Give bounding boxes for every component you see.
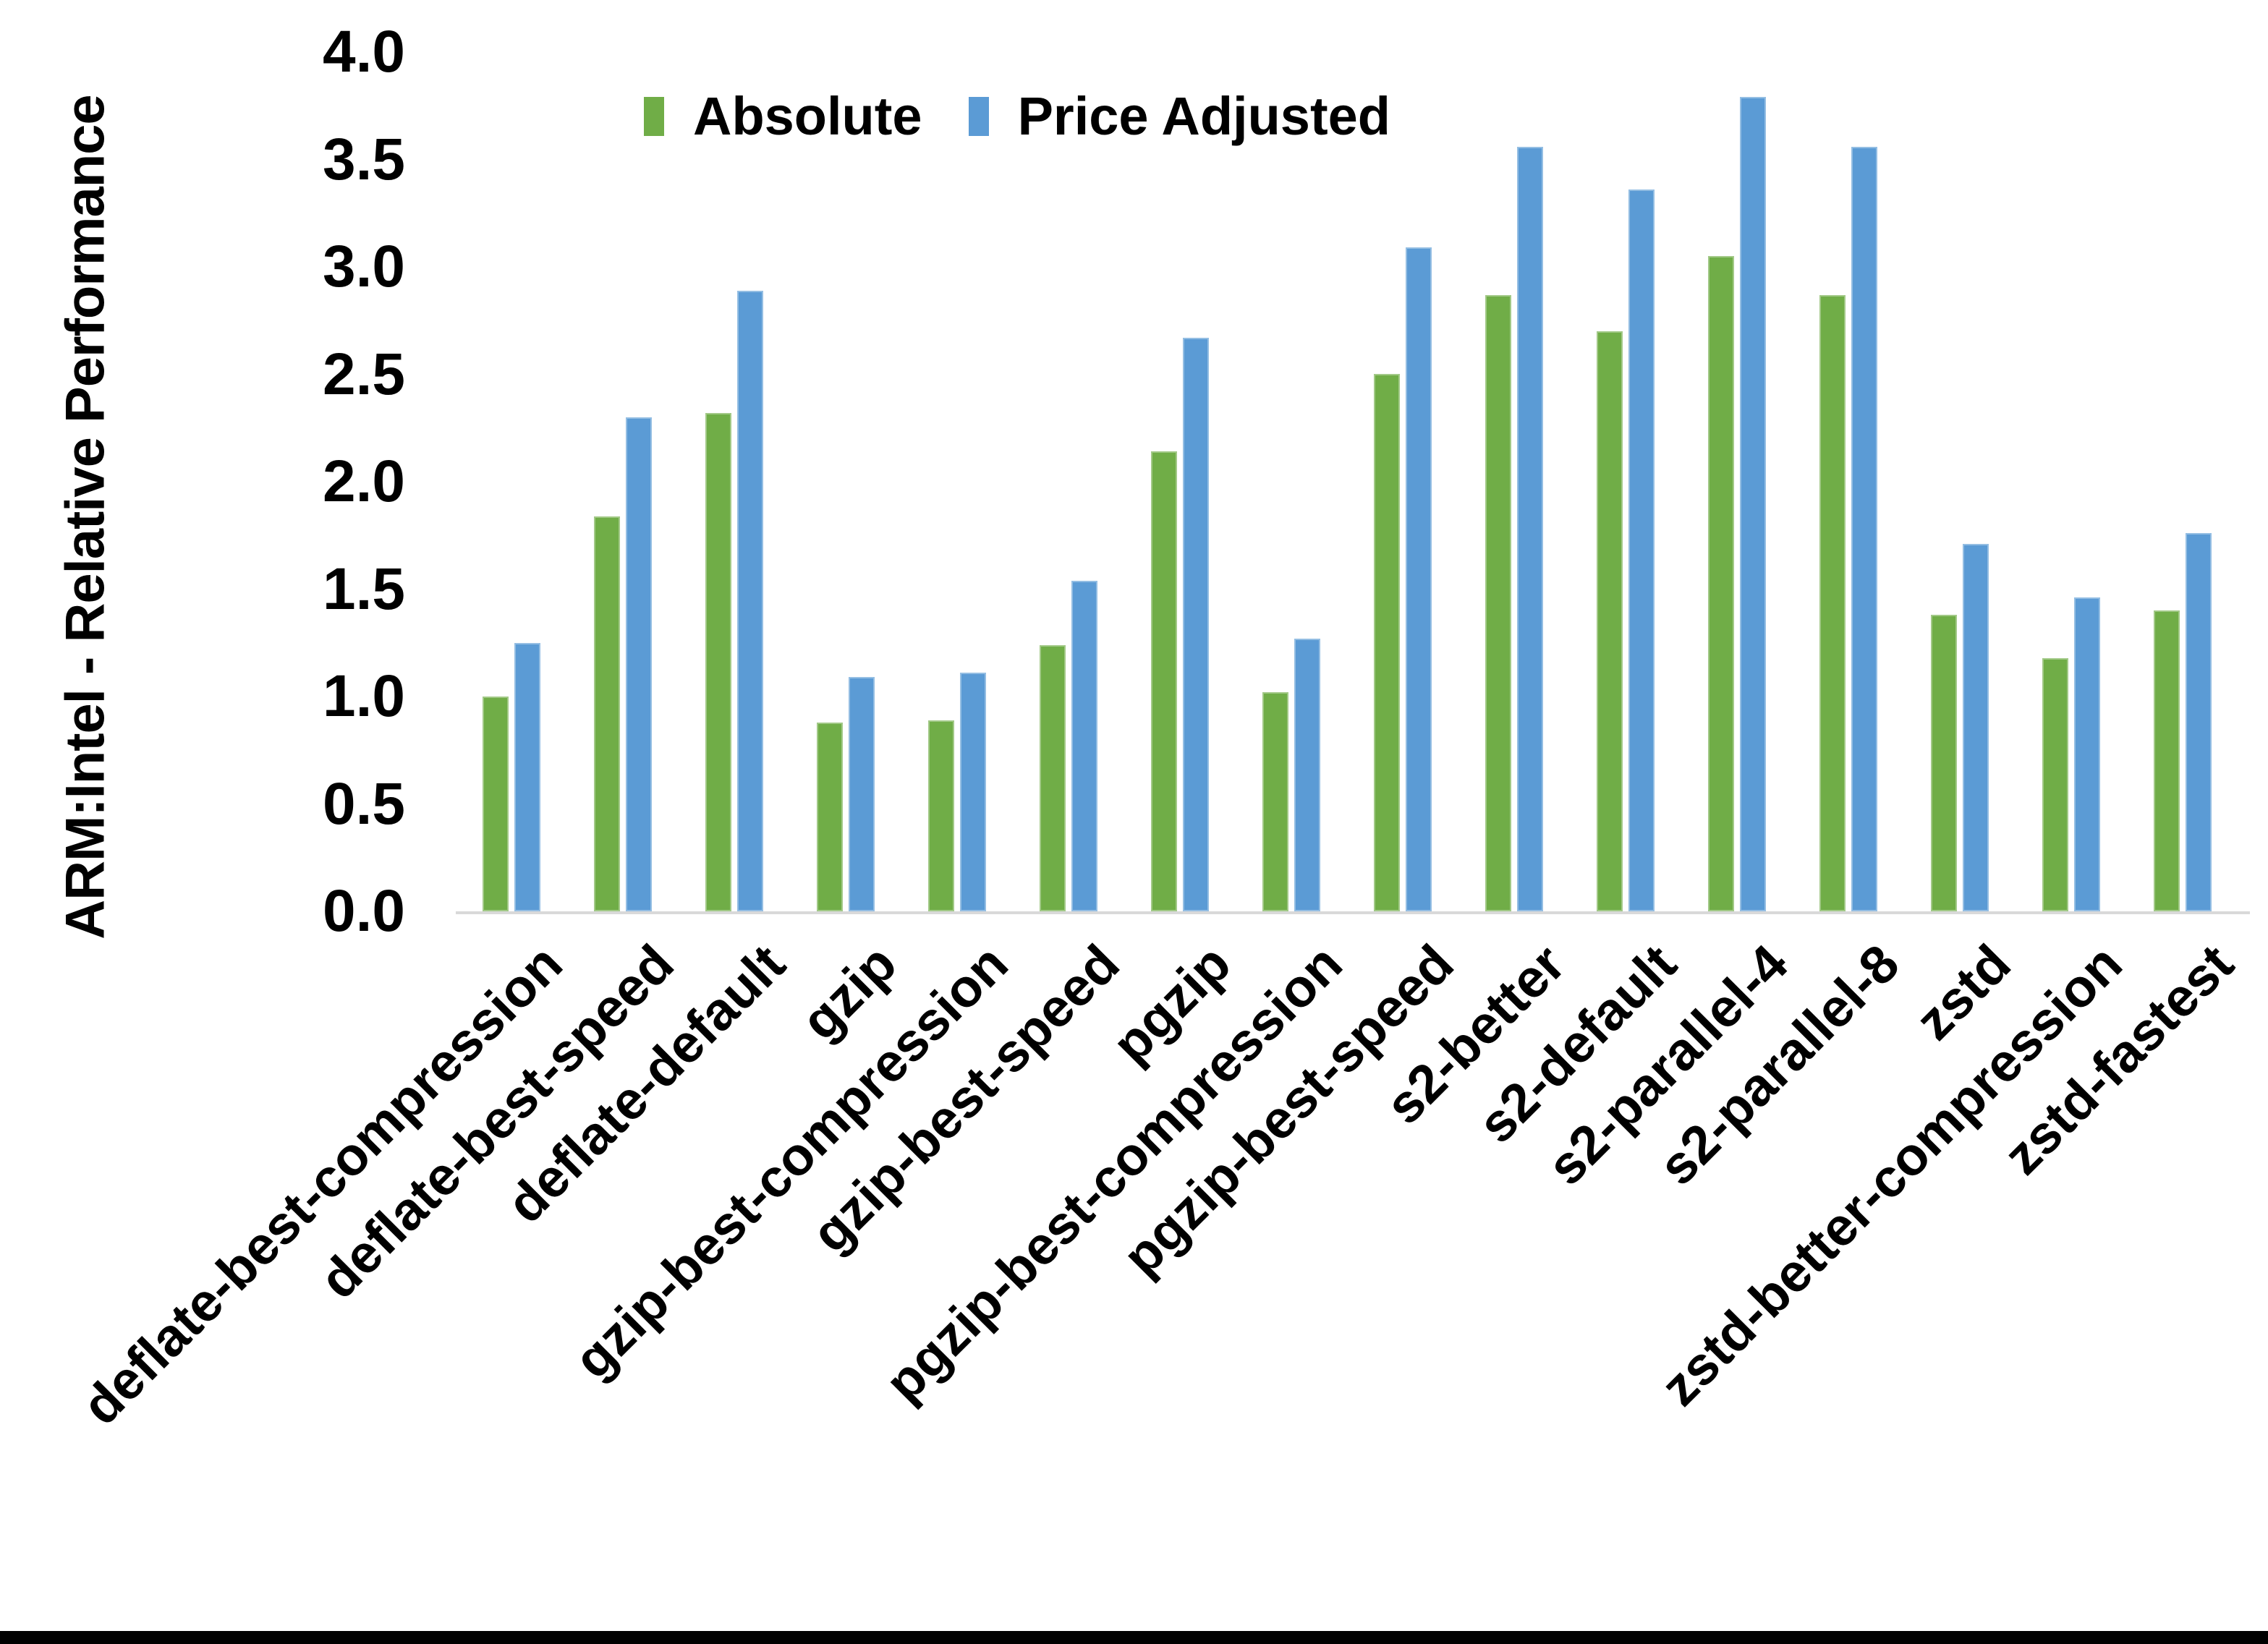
- bar-price-adjusted-s2-better: [1517, 147, 1543, 911]
- bar-absolute-deflate-default: [705, 413, 731, 911]
- bar-price-adjusted-zstd: [1963, 544, 1989, 911]
- bar-price-adjusted-zstd-better-compression: [2074, 597, 2100, 911]
- legend-swatch-absolute-icon: [644, 96, 664, 136]
- bar-price-adjusted-deflate-best-compression: [514, 643, 540, 911]
- window-bottom-edge: [0, 1631, 2268, 1644]
- bar-absolute-zstd-fastest: [2154, 610, 2180, 911]
- bar-price-adjusted-s2-parallel-8: [1851, 147, 1877, 911]
- y-tick-label: 3.0: [323, 234, 405, 299]
- legend-item-price-adjusted: Price Adjusted: [968, 85, 1390, 147]
- y-tick-label: 0.0: [323, 878, 405, 944]
- bar-price-adjusted-gzip-best-speed: [1071, 581, 1097, 911]
- bar-absolute-s2-better: [1485, 295, 1511, 911]
- bar-absolute-pgzip-best-speed: [1374, 374, 1400, 911]
- y-tick-label: 3.5: [323, 126, 405, 192]
- bar-absolute-s2-parallel-8: [1819, 295, 1846, 911]
- y-tick-label: 1.5: [323, 555, 405, 622]
- bar-price-adjusted-zstd-fastest: [2186, 533, 2212, 911]
- bar-absolute-s2-default: [1597, 331, 1623, 911]
- bar-absolute-gzip: [817, 723, 843, 911]
- bar-price-adjusted-deflate-best-speed: [626, 417, 652, 911]
- bar-price-adjusted-pgzip-best-compression: [1294, 639, 1320, 911]
- plot-area: [456, 52, 2250, 914]
- y-tick-label: 2.5: [323, 341, 405, 407]
- legend: Absolute Price Adjusted: [644, 85, 1390, 147]
- bar-absolute-zstd-better-compression: [2042, 658, 2068, 911]
- legend-item-absolute: Absolute: [644, 85, 922, 147]
- bar-absolute-s2-parallel-4: [1708, 256, 1734, 911]
- bar-price-adjusted-s2-parallel-4: [1740, 97, 1766, 911]
- bar-absolute-gzip-best-compression: [928, 720, 954, 911]
- bar-absolute-zstd: [1931, 615, 1957, 911]
- y-tick-label: 1.0: [323, 663, 405, 729]
- legend-swatch-price-adjusted-icon: [968, 96, 989, 136]
- y-tick-label: 4.0: [323, 19, 405, 85]
- bar-price-adjusted-deflate-default: [737, 291, 763, 911]
- bar-absolute-deflate-best-compression: [483, 697, 509, 911]
- bar-price-adjusted-s2-default: [1628, 189, 1655, 911]
- legend-label: Price Adjusted: [1017, 86, 1390, 146]
- bar-price-adjusted-pgzip-best-speed: [1406, 247, 1432, 911]
- y-tick-label: 2.0: [323, 448, 405, 514]
- bar-price-adjusted-gzip: [849, 677, 875, 911]
- bar-absolute-deflate-best-speed: [594, 516, 620, 911]
- bar-absolute-pgzip-best-compression: [1262, 692, 1288, 911]
- bar-price-adjusted-gzip-best-compression: [960, 673, 986, 911]
- bar-price-adjusted-pgzip: [1183, 338, 1209, 911]
- y-tick-label: 0.5: [323, 770, 405, 837]
- bar-absolute-pgzip: [1151, 451, 1177, 911]
- bar-absolute-gzip-best-speed: [1040, 645, 1066, 911]
- legend-label: Absolute: [693, 86, 922, 146]
